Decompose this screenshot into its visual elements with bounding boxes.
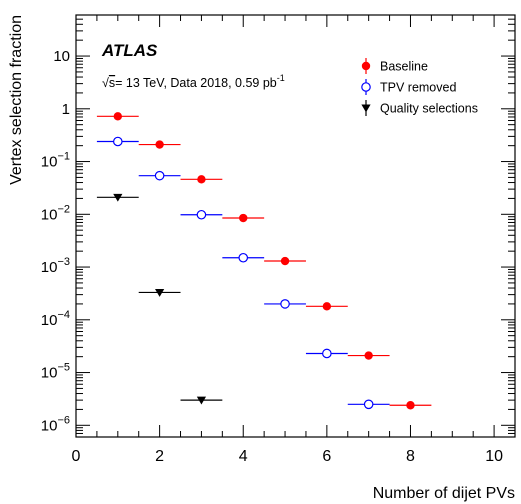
tpv-removed-point (363, 399, 374, 410)
baseline-point (197, 175, 206, 184)
x-tick-label: 6 (322, 448, 331, 465)
legend-label: Baseline (380, 60, 428, 74)
experiment-label: ATLAS (101, 41, 158, 60)
sqrt-symbol: √ (102, 76, 109, 90)
y-tick-label: 10 (53, 48, 70, 65)
tpv-removed-point (280, 299, 290, 309)
data-marks (96, 112, 432, 410)
tpv-removed-point (196, 209, 207, 220)
lumi-exponent: -1 (277, 73, 285, 83)
plot-frame (75, 14, 516, 438)
tpv-removed-legend-marker (361, 82, 371, 92)
baseline-point (155, 140, 164, 149)
x-tick-label: 0 (72, 448, 81, 465)
quality-selections-point (113, 193, 123, 202)
quality-selections-point (196, 396, 207, 405)
y-tick-label: 10−1 (41, 151, 70, 171)
y-tick-label: 10−6 (41, 414, 70, 434)
x-tick-label: 8 (406, 448, 415, 465)
y-tick-label: 10−3 (41, 256, 70, 276)
axis-ticks (75, 14, 516, 438)
quality-selections-legend-marker (361, 104, 371, 113)
legend: Baseline TPV removed Quality selections (361, 58, 478, 116)
x-tick-label: 4 (239, 448, 248, 465)
baseline-point (239, 213, 248, 223)
x-tick-label: 2 (155, 448, 164, 465)
tpv-removed-point (322, 348, 332, 359)
legend-label: Quality selections (380, 102, 478, 116)
y-axis-label: Vertex selection fraction (8, 15, 25, 185)
x-axis-label: Number of dijet PVs (373, 485, 515, 502)
energy-text: = 13 TeV, Data 2018, 0.59 pb (115, 76, 277, 90)
tpv-removed-point (154, 170, 165, 181)
quality-selections-point (155, 288, 165, 297)
y-tick-label: 10−2 (41, 203, 70, 223)
y-tick-label: 1 (62, 101, 70, 118)
baseline-point (406, 401, 415, 410)
y-tick-label: 10−5 (41, 362, 70, 382)
tick-labels: 0 2 4 6 8 10 10−6 10−5 10−4 10−3 10−2 10−1 1 10 (41, 48, 503, 465)
energy-annotation: √s= 13 TeV, Data 2018, 0.59 pb-1 (102, 73, 285, 90)
baseline-point (280, 256, 290, 266)
baseline-point (113, 112, 123, 121)
legend-label: TPV removed (380, 81, 456, 95)
baseline-point (322, 302, 332, 311)
y-tick-label: 10−4 (41, 309, 70, 329)
s-symbol: s (109, 76, 115, 90)
baseline-point (364, 351, 373, 360)
x-tick-label: 10 (485, 448, 503, 465)
baseline-legend-marker (361, 61, 371, 71)
tpv-removed-point (238, 252, 249, 263)
tpv-removed-point (113, 136, 123, 147)
